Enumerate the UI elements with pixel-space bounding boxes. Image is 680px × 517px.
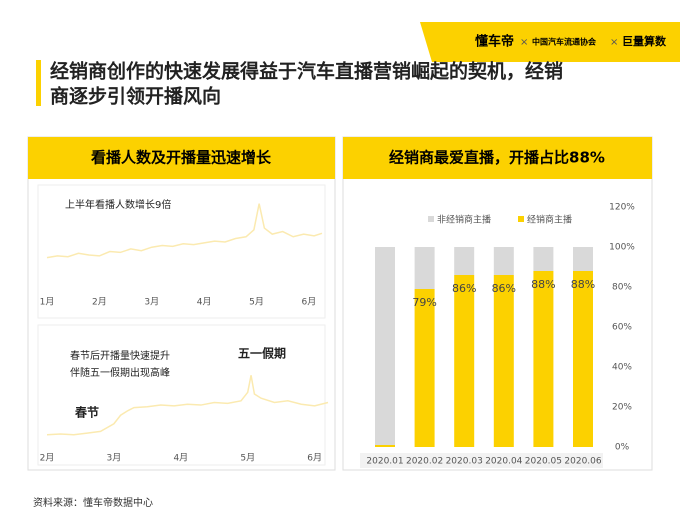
panel-title: 看播人数及开播量迅速增长 bbox=[91, 149, 272, 167]
value-label: 88% bbox=[531, 278, 555, 291]
bar-segment bbox=[414, 247, 435, 289]
bar-segment bbox=[414, 289, 435, 447]
annotation: 伴随五一假期出现高峰 bbox=[70, 366, 170, 379]
y-tick-label: 0% bbox=[615, 443, 630, 453]
bar-segment bbox=[375, 445, 395, 447]
annotation: 五一假期 bbox=[238, 346, 286, 361]
left-panel bbox=[27, 136, 336, 471]
chart-frame bbox=[37, 324, 326, 466]
legend-swatch bbox=[518, 216, 524, 222]
bar-segment bbox=[573, 247, 593, 271]
x-tick-label: 4月 bbox=[197, 297, 212, 308]
logo: 中国汽车流通协会 bbox=[532, 37, 596, 47]
annotation: 春节 bbox=[74, 405, 99, 420]
value-label: 86% bbox=[492, 282, 516, 295]
panel-title: 经销商最爱直播，开播占比88% bbox=[389, 149, 605, 167]
left-panel-header bbox=[28, 137, 335, 179]
x-tick-label: 6月 bbox=[302, 297, 317, 308]
x-tick-label: 5月 bbox=[240, 453, 255, 464]
right-panel-header bbox=[343, 137, 652, 179]
x-tick-label: 3月 bbox=[144, 297, 159, 308]
x-tick-label: 5月 bbox=[249, 297, 264, 308]
source: 资料来源：懂车帝数据中心 bbox=[33, 496, 153, 509]
y-tick-label: 20% bbox=[612, 403, 632, 413]
y-tick-label: 120% bbox=[609, 203, 635, 213]
x-tick-label: 2月 bbox=[92, 297, 107, 308]
y-tick-label: 100% bbox=[609, 243, 635, 253]
x-axis-band bbox=[360, 453, 603, 468]
x-tick-label: 1月 bbox=[40, 297, 55, 308]
x-tick-label: 2020.05 bbox=[525, 457, 562, 467]
line bbox=[46, 203, 323, 259]
annotation: 上半年看播人数增长9倍 bbox=[65, 198, 171, 211]
x-tick-label: 6月 bbox=[307, 453, 322, 464]
title: 经销商创作的快速发展得益于汽车直播营销崛起的契机，经销 bbox=[50, 60, 563, 83]
logo: 懂车帝 bbox=[475, 34, 514, 50]
annotation: 春节后开播量快速提升 bbox=[70, 349, 170, 362]
x-tick-label: 2020.01 bbox=[366, 457, 403, 467]
x-tick-label: 4月 bbox=[173, 453, 188, 464]
legend-label: 经销商主播 bbox=[527, 214, 572, 226]
bar-segment bbox=[454, 247, 475, 275]
line bbox=[46, 375, 329, 436]
title-accent bbox=[36, 60, 41, 106]
x-tick-label: 2020.03 bbox=[446, 457, 483, 467]
logo: 巨量算数 bbox=[622, 34, 667, 48]
bar-segment bbox=[375, 247, 395, 445]
chart-frame bbox=[37, 184, 326, 319]
bar-segment bbox=[493, 247, 514, 275]
legend-label: 非经销商主播 bbox=[437, 214, 491, 226]
title: 商逐步引领开播风向 bbox=[50, 85, 221, 108]
value-label: 79% bbox=[412, 296, 436, 309]
x-tick-label: 2020.06 bbox=[564, 457, 601, 467]
x-tick-label: 2020.04 bbox=[485, 457, 522, 467]
bar-segment bbox=[573, 271, 593, 447]
y-tick-label: 80% bbox=[612, 283, 632, 293]
x-tick-label: 2月 bbox=[40, 453, 55, 464]
bar-segment bbox=[533, 247, 554, 271]
bar-segment bbox=[533, 271, 554, 447]
bar-segment bbox=[493, 275, 514, 447]
logo-sep: × bbox=[610, 37, 618, 48]
logo-bar bbox=[420, 22, 680, 62]
y-tick-label: 40% bbox=[612, 363, 632, 373]
logo-sep: × bbox=[520, 37, 528, 48]
y-tick-label: 60% bbox=[612, 323, 632, 333]
value-label: 86% bbox=[452, 282, 476, 295]
x-tick-label: 2020.02 bbox=[406, 457, 443, 467]
value-label: 88% bbox=[571, 278, 595, 291]
x-tick-label: 3月 bbox=[107, 453, 122, 464]
bar-segment bbox=[454, 275, 475, 447]
legend-swatch bbox=[428, 216, 434, 222]
